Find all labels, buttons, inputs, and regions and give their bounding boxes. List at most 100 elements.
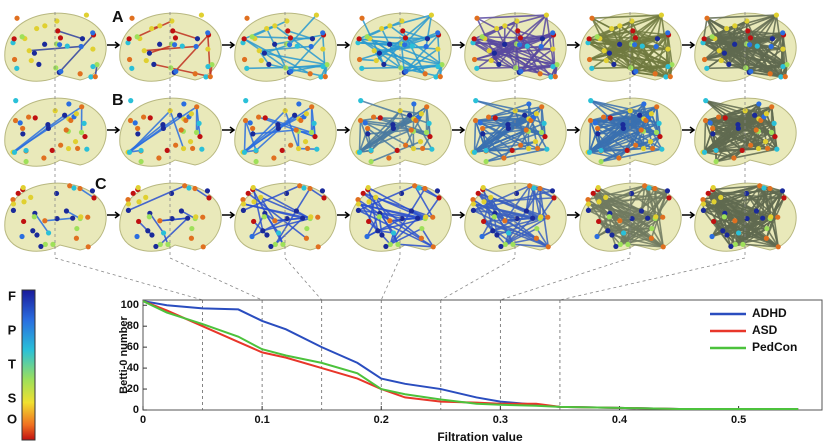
network-node bbox=[641, 101, 646, 106]
network-node bbox=[716, 114, 721, 119]
colorbar-label: T bbox=[8, 356, 16, 371]
network-node bbox=[648, 139, 653, 144]
network-node bbox=[713, 159, 718, 164]
network-node bbox=[431, 244, 436, 249]
network-node bbox=[436, 195, 441, 200]
network-node bbox=[79, 130, 84, 135]
network-node bbox=[12, 36, 17, 41]
network-node bbox=[381, 62, 386, 67]
network-node bbox=[42, 218, 47, 223]
network-node bbox=[151, 62, 156, 67]
network-node bbox=[34, 232, 39, 237]
network-node bbox=[722, 51, 727, 56]
network-node bbox=[513, 65, 518, 70]
network-node bbox=[409, 127, 414, 132]
network-node bbox=[763, 139, 768, 144]
network-node bbox=[588, 118, 593, 123]
network-node bbox=[764, 111, 769, 116]
network-node bbox=[200, 215, 205, 220]
network-node bbox=[601, 114, 606, 119]
network-node bbox=[250, 34, 255, 39]
network-node bbox=[517, 42, 522, 47]
network-node bbox=[266, 62, 271, 67]
network-node bbox=[73, 139, 78, 144]
network-node bbox=[126, 208, 131, 213]
network-node bbox=[640, 44, 645, 49]
network-node bbox=[288, 69, 293, 74]
network-node bbox=[64, 127, 69, 132]
network-node bbox=[21, 199, 26, 204]
network-node bbox=[780, 188, 785, 193]
network-node bbox=[271, 155, 276, 160]
network-node bbox=[74, 111, 79, 116]
network-node bbox=[659, 147, 664, 152]
network-node bbox=[81, 121, 86, 126]
network-node bbox=[65, 44, 70, 49]
network-node bbox=[586, 208, 591, 213]
network-node bbox=[409, 208, 414, 213]
network-node bbox=[170, 28, 175, 33]
network-node bbox=[538, 214, 543, 219]
network-node bbox=[320, 46, 325, 51]
x-tick-label: 0.2 bbox=[374, 414, 389, 426]
network-node bbox=[478, 120, 483, 125]
network-node bbox=[79, 44, 84, 49]
network-node bbox=[42, 42, 47, 47]
network-node bbox=[11, 201, 16, 206]
network-node bbox=[489, 58, 494, 63]
network-node bbox=[494, 26, 499, 31]
network-node bbox=[598, 148, 603, 153]
x-tick-label: 0.3 bbox=[493, 414, 508, 426]
network-node bbox=[357, 36, 362, 41]
network-node bbox=[275, 122, 280, 127]
network-node bbox=[701, 208, 706, 213]
network-node bbox=[357, 150, 362, 155]
network-node bbox=[388, 242, 393, 247]
x-tick-label: 0.1 bbox=[254, 414, 269, 426]
network-node bbox=[193, 71, 198, 76]
network-node bbox=[650, 146, 655, 151]
network-node bbox=[58, 35, 63, 40]
network-node bbox=[743, 65, 748, 70]
network-node bbox=[429, 147, 434, 152]
network-node bbox=[781, 195, 786, 200]
network-node bbox=[288, 143, 293, 148]
network-node bbox=[510, 148, 515, 153]
network-node bbox=[11, 208, 16, 213]
network-node bbox=[193, 214, 198, 219]
network-node bbox=[593, 120, 598, 125]
network-node bbox=[618, 242, 623, 247]
network-node bbox=[129, 16, 134, 21]
network-node bbox=[424, 130, 429, 135]
network-node bbox=[307, 186, 312, 191]
network-node bbox=[303, 139, 308, 144]
network-node bbox=[665, 188, 670, 193]
network-node bbox=[617, 42, 622, 47]
network-node bbox=[12, 57, 17, 62]
network-node bbox=[309, 44, 314, 49]
network-node bbox=[205, 64, 210, 69]
network-node bbox=[783, 74, 788, 79]
network-node bbox=[711, 219, 716, 224]
network-node bbox=[657, 134, 662, 139]
network-node bbox=[310, 36, 315, 41]
network-node bbox=[128, 118, 133, 123]
colorbar bbox=[22, 290, 35, 440]
network-node bbox=[363, 120, 368, 125]
network-node bbox=[586, 201, 591, 206]
network-node bbox=[502, 23, 507, 28]
network-node bbox=[403, 35, 408, 40]
network-node bbox=[775, 215, 780, 220]
network-node bbox=[260, 228, 265, 233]
network-node bbox=[368, 159, 373, 164]
network-node bbox=[628, 65, 633, 70]
network-node bbox=[506, 230, 511, 235]
network-node bbox=[23, 148, 28, 153]
arrow bbox=[107, 212, 119, 218]
network-node bbox=[156, 155, 161, 160]
network-node bbox=[633, 143, 638, 148]
network-node bbox=[264, 232, 269, 237]
network-node bbox=[498, 244, 503, 249]
network-node bbox=[242, 57, 247, 62]
network-node bbox=[288, 35, 293, 40]
